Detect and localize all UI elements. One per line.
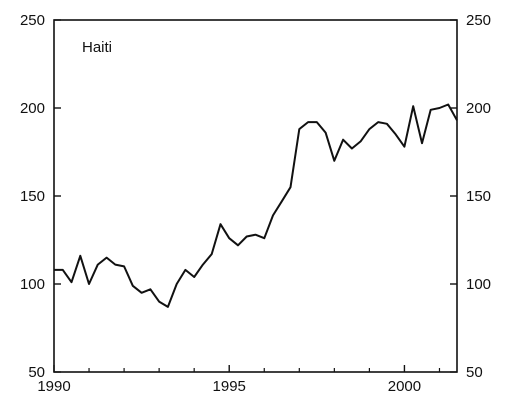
y-tick-label-right: 100 bbox=[466, 276, 491, 293]
x-tick-label: 1995 bbox=[213, 378, 246, 395]
y-tick-label-left: 150 bbox=[20, 188, 45, 205]
y-axis-ticks: 50 50 100 100 150 150 200 200 250 250 bbox=[20, 12, 491, 381]
y-tick-label-right: 250 bbox=[466, 12, 491, 29]
plot-frame bbox=[53, 19, 458, 373]
country-annotation: Haiti bbox=[82, 39, 112, 56]
x-tick-label: 1990 bbox=[37, 378, 70, 395]
y-tick-label-left: 250 bbox=[20, 12, 45, 29]
y-tick-label-right: 150 bbox=[466, 188, 491, 205]
y-tick-label-right: 50 bbox=[466, 364, 483, 381]
x-tick-label: 2000 bbox=[388, 378, 421, 395]
y-tick-label-right: 200 bbox=[466, 100, 491, 117]
x-axis-ticks: 1990 1995 2000 bbox=[37, 365, 441, 395]
y-tick-label-left: 50 bbox=[28, 364, 45, 381]
series-line bbox=[54, 103, 458, 308]
y-tick-label-left: 100 bbox=[20, 276, 45, 293]
y-tick-label-left: 200 bbox=[20, 100, 45, 117]
